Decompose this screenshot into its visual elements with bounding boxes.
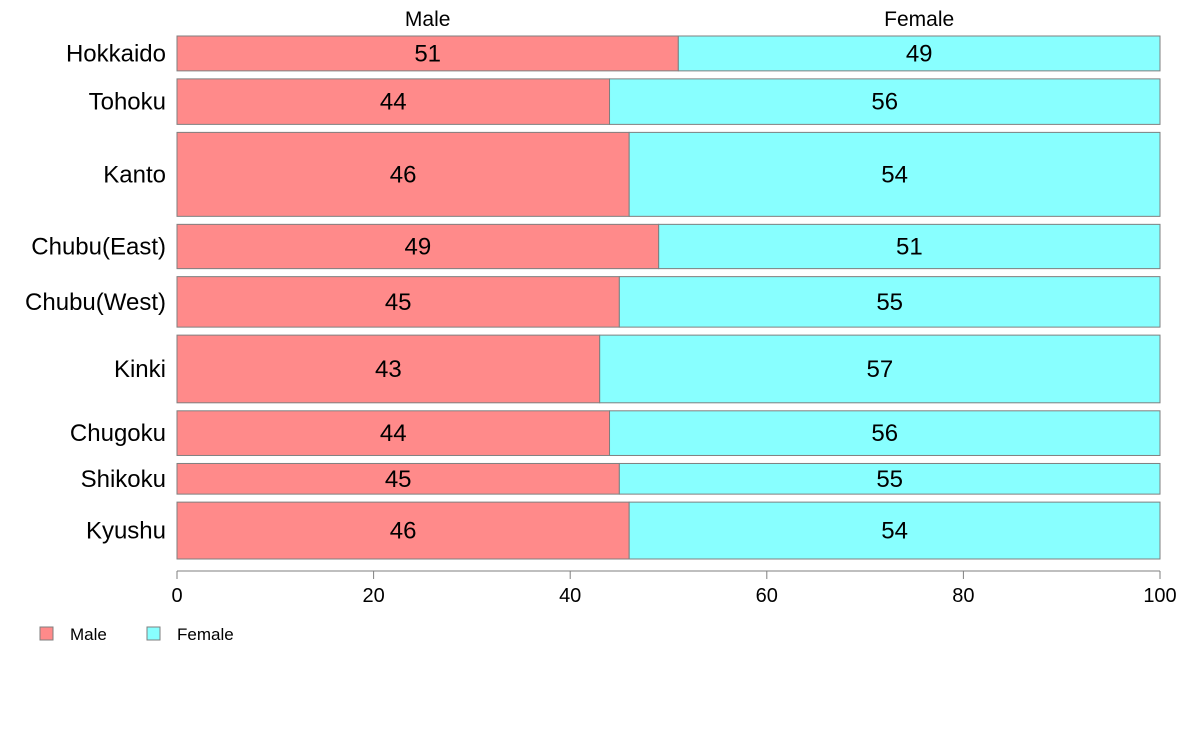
bar-value-label: 56 (871, 420, 898, 447)
x-axis: 0 20 40 60 80 100 (171, 570, 1177, 607)
bar-value-label: 51 (414, 40, 441, 67)
bar-value-label: 44 (380, 89, 407, 116)
legend-swatch-male (39, 626, 54, 641)
bar-female-kanto (628, 131, 1161, 217)
bar-male-chugoku (176, 410, 611, 456)
bar-value-label: 56 (871, 89, 898, 116)
bar-value-label: 46 (390, 518, 417, 545)
bar-female-tohoku (609, 78, 1161, 125)
category-label: Kanto (103, 161, 166, 188)
column-headers: Male Female (405, 8, 954, 31)
legend-swatch-female (146, 626, 161, 641)
bar-female-kyushu (628, 501, 1161, 560)
bar-value-label: 55 (876, 466, 903, 493)
legend-label: Female (177, 625, 234, 644)
x-tick-label: 80 (952, 585, 974, 607)
x-tick-label: 100 (1143, 585, 1176, 607)
bar-value-label: 51 (896, 233, 923, 260)
column-header: Female (884, 8, 954, 31)
category-label: Tohoku (89, 89, 166, 116)
bar-male-tohoku (176, 78, 611, 125)
bar-value-label: 46 (390, 161, 417, 188)
bar-female-chubu(east) (658, 223, 1161, 270)
bar-female-chugoku (609, 410, 1161, 456)
bar-value-label: 44 (380, 420, 407, 447)
bar-value-label: 49 (404, 233, 431, 260)
bar-female-shikoku (618, 462, 1161, 495)
bar-value-label: 57 (866, 356, 893, 383)
bar-value-label: 54 (881, 161, 908, 188)
bar-male-chubu(east) (176, 223, 660, 270)
category-label: Chubu(East) (31, 233, 166, 260)
category-label: Hokkaido (66, 40, 166, 67)
bar-male-kyushu (176, 501, 630, 560)
bar-male-chubu(west) (176, 276, 620, 328)
bars-layer: 51 49 Hokkaido 44 56 Tohoku 46 54 Kanto 49 51 Chubu… (25, 35, 1161, 560)
category-label: Kinki (114, 356, 166, 383)
bar-female-chubu(west) (618, 276, 1161, 328)
legend: Male Female (39, 625, 234, 644)
bar-value-label: 45 (385, 289, 412, 316)
bar-male-hokkaido (176, 35, 679, 72)
x-tick-label: 0 (171, 585, 182, 607)
bar-female-hokkaido (677, 35, 1161, 72)
category-label: Chugoku (70, 420, 166, 447)
column-header: Male (405, 8, 451, 31)
bar-value-label: 43 (375, 356, 402, 383)
category-label: Shikoku (81, 466, 166, 493)
bar-female-kinki (599, 334, 1161, 404)
x-tick-label: 20 (362, 585, 384, 607)
x-tick-label: 40 (559, 585, 581, 607)
bar-value-label: 49 (906, 40, 933, 67)
category-label: Chubu(West) (25, 289, 166, 316)
legend-label: Male (70, 625, 107, 644)
bar-value-label: 55 (876, 289, 903, 316)
bar-value-label: 45 (385, 466, 412, 493)
category-label: Kyushu (86, 518, 166, 545)
bar-male-kanto (176, 131, 630, 217)
bar-value-label: 54 (881, 518, 908, 545)
x-tick-label: 60 (756, 585, 778, 607)
